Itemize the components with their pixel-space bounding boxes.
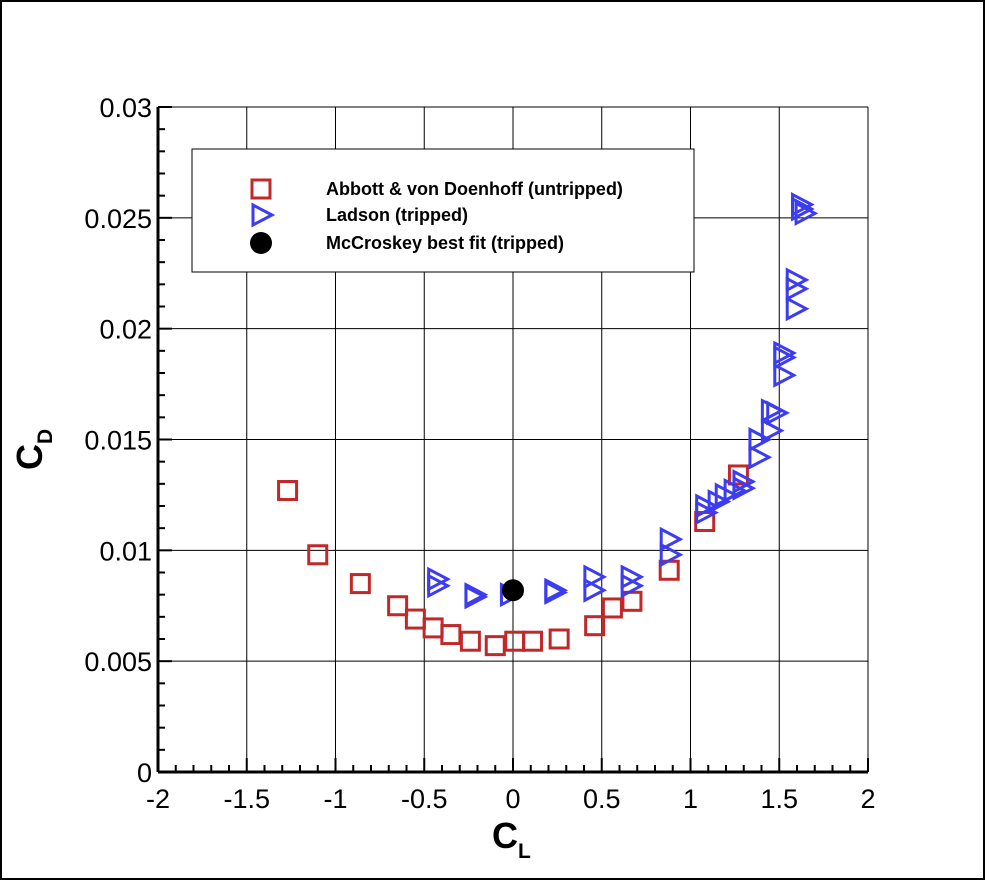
legend: Abbott & von Doenhoff (untripped) Ladson … — [191, 148, 695, 273]
legend-marker — [251, 202, 276, 228]
data-point — [727, 464, 749, 486]
data-point — [732, 469, 757, 495]
data-point — [349, 573, 371, 595]
y-axis-title-sub: D — [34, 429, 57, 444]
data-point — [748, 427, 773, 452]
data-point — [277, 479, 299, 501]
series-2 — [502, 579, 524, 602]
series-1 — [427, 192, 819, 610]
x-tick-label: 2 — [860, 784, 875, 814]
data-point — [522, 630, 544, 652]
legend-marker — [250, 232, 272, 254]
x-tick-label: 1.5 — [760, 784, 798, 814]
legend-label: Ladson (tripped) — [326, 205, 468, 225]
data-point — [502, 579, 524, 602]
axes: -2 -1.5 -1 -0.5 0 0.5 1 1.5 2 0 0.005 0.01 0.015 0.02… — [84, 93, 875, 814]
legend-label: McCroskey best fit (tripped) — [326, 233, 564, 253]
data-point — [504, 630, 526, 652]
data-point — [785, 276, 810, 302]
data-point — [459, 630, 481, 652]
data-point — [659, 542, 684, 568]
x-tick-label: -1.5 — [223, 784, 270, 814]
data-point — [748, 444, 773, 470]
data-point — [583, 577, 608, 603]
y-tick-label: 0.03 — [99, 93, 152, 123]
x-axis-title: CL — [492, 815, 531, 863]
y-tick-label: 0.025 — [84, 204, 152, 234]
y-tick-label: 0.005 — [84, 647, 152, 677]
data-point — [484, 635, 506, 657]
y-tick-label: 0 — [137, 758, 152, 788]
x-tick-label: -2 — [146, 784, 170, 814]
legend-marker — [250, 178, 272, 200]
data-point — [773, 362, 798, 388]
axis-titles: CL CD — [9, 429, 531, 863]
data-point — [695, 500, 719, 526]
x-axis-title-sub: L — [518, 840, 531, 863]
data-point — [760, 418, 785, 444]
y-axis-title: CD — [9, 429, 57, 470]
y-tick-label: 0.015 — [84, 426, 152, 456]
x-tick-label: -1 — [323, 784, 347, 814]
data-point — [427, 573, 451, 599]
data-point — [785, 296, 810, 322]
y-tick-label: 0.02 — [99, 315, 152, 345]
data-point — [601, 597, 623, 619]
x-tick-label: 1 — [683, 784, 698, 814]
legend-label: Abbott & von Doenhoff (untripped) — [326, 179, 623, 199]
x-tick-label: 0 — [505, 784, 520, 814]
x-tick-label: -0.5 — [401, 784, 448, 814]
data-point — [404, 608, 426, 630]
data-point — [583, 564, 608, 590]
data-point — [766, 400, 790, 426]
y-tick-label: 0.01 — [99, 536, 152, 566]
series-0 — [277, 464, 749, 657]
y-axis-title-main: C — [9, 444, 50, 470]
data-point — [791, 196, 815, 222]
data-point — [307, 544, 329, 566]
data-point — [773, 344, 798, 370]
data-points — [277, 192, 819, 657]
data-point — [464, 584, 489, 610]
x-tick-label: 0.5 — [583, 784, 621, 814]
data-point — [659, 526, 684, 552]
data-point — [620, 573, 645, 599]
data-point — [387, 595, 409, 617]
data-point — [544, 579, 569, 605]
data-point — [422, 617, 444, 639]
data-point — [707, 489, 732, 515]
legend-box — [191, 148, 695, 273]
x-axis-title-main: C — [492, 815, 518, 856]
data-point — [440, 624, 462, 646]
data-point — [794, 200, 819, 226]
data-point — [584, 615, 606, 637]
data-point — [548, 628, 570, 650]
